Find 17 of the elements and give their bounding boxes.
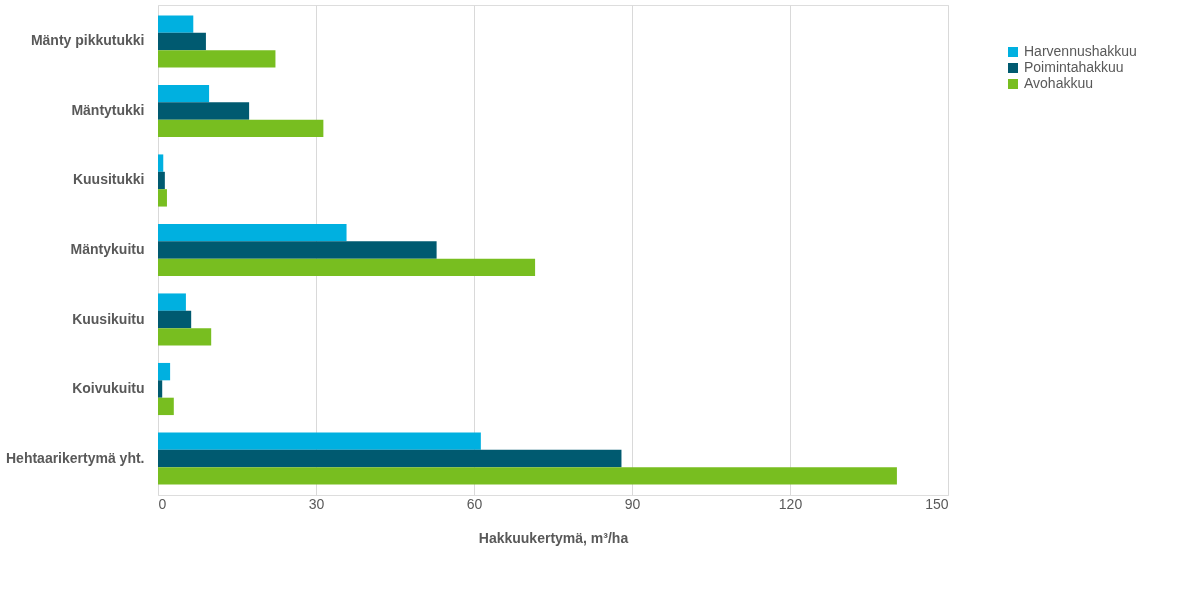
y-tick-label: Kuusikuitu: [72, 310, 145, 327]
x-tick-label: 30: [308, 495, 325, 512]
y-tick-label: Kuusitukki: [72, 171, 145, 188]
y-tick-label: Hehtaarikertymä yht.: [5, 449, 145, 466]
legend-label: Harvennushakkuu: [1024, 43, 1137, 59]
y-tick-label: Mänty pikkutukki: [30, 32, 145, 49]
y-tick-label: Mäntytukki: [71, 101, 145, 118]
legend-label: Poimintahakkuu: [1024, 59, 1124, 75]
x-tick-label: 90: [624, 495, 641, 512]
x-tick-label: 120: [778, 495, 803, 512]
x-axis-title: Hakkuukertymä, m³/ha: [478, 529, 629, 546]
y-tick-label: Mäntykuitu: [70, 241, 145, 257]
x-tick-label: 60: [466, 495, 483, 512]
y-tick-label: Koivukuitu: [72, 380, 145, 397]
x-tick-label: 150: [925, 495, 949, 512]
x-tick-label: 0: [158, 495, 167, 512]
legend-label: Avohakkuu: [1024, 75, 1094, 91]
